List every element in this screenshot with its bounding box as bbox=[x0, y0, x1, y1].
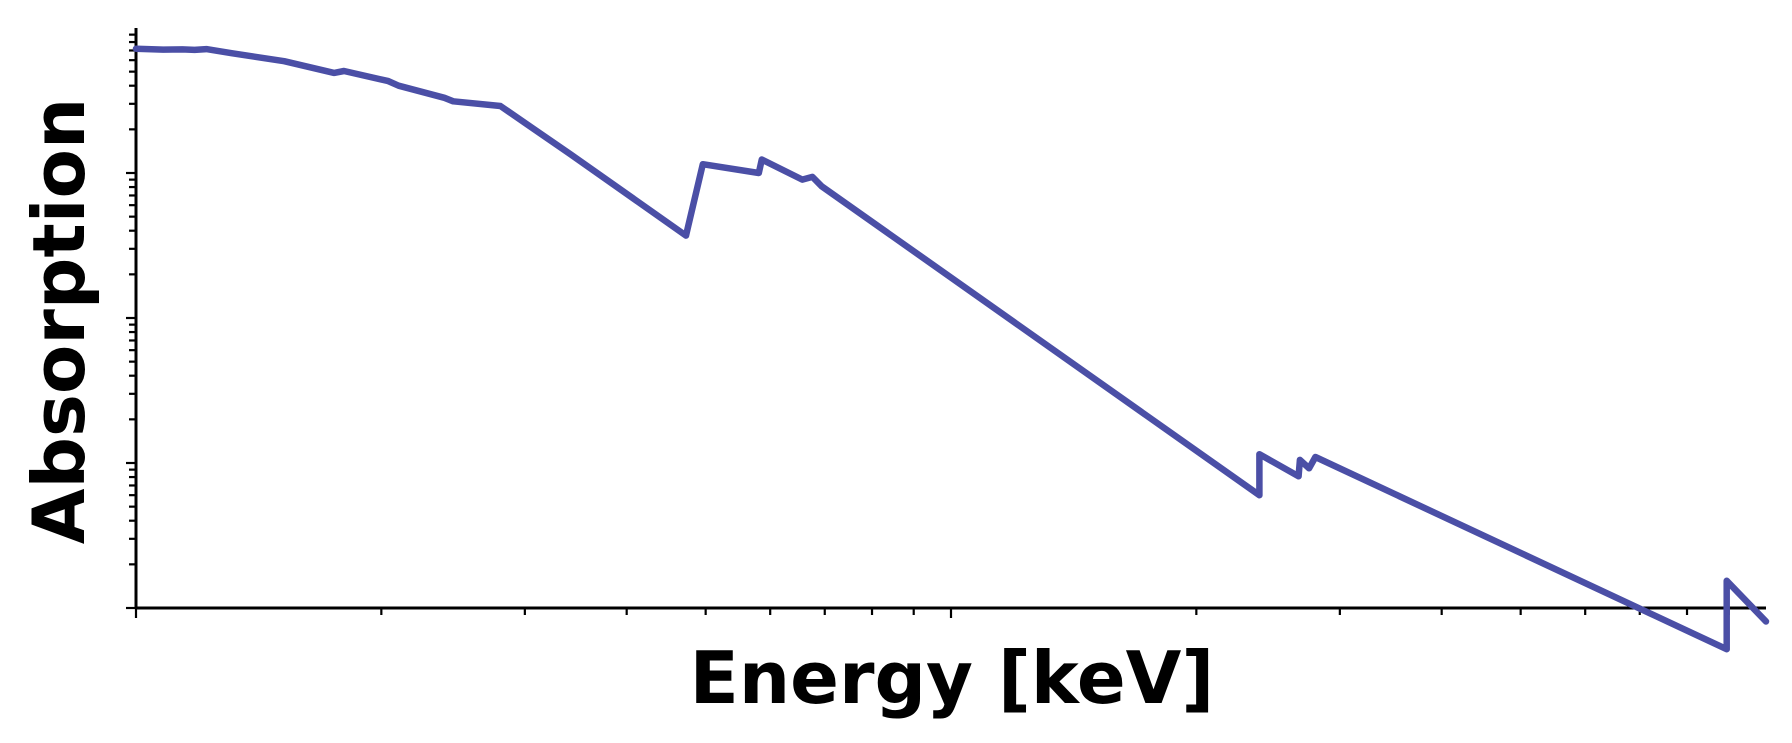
series-line-absorption bbox=[132, 45, 1770, 653]
y-axis-label: Absorption bbox=[17, 98, 101, 544]
x-axis-label: Energy [keV] bbox=[690, 636, 1215, 720]
y-axis-ticks bbox=[126, 33, 136, 610]
